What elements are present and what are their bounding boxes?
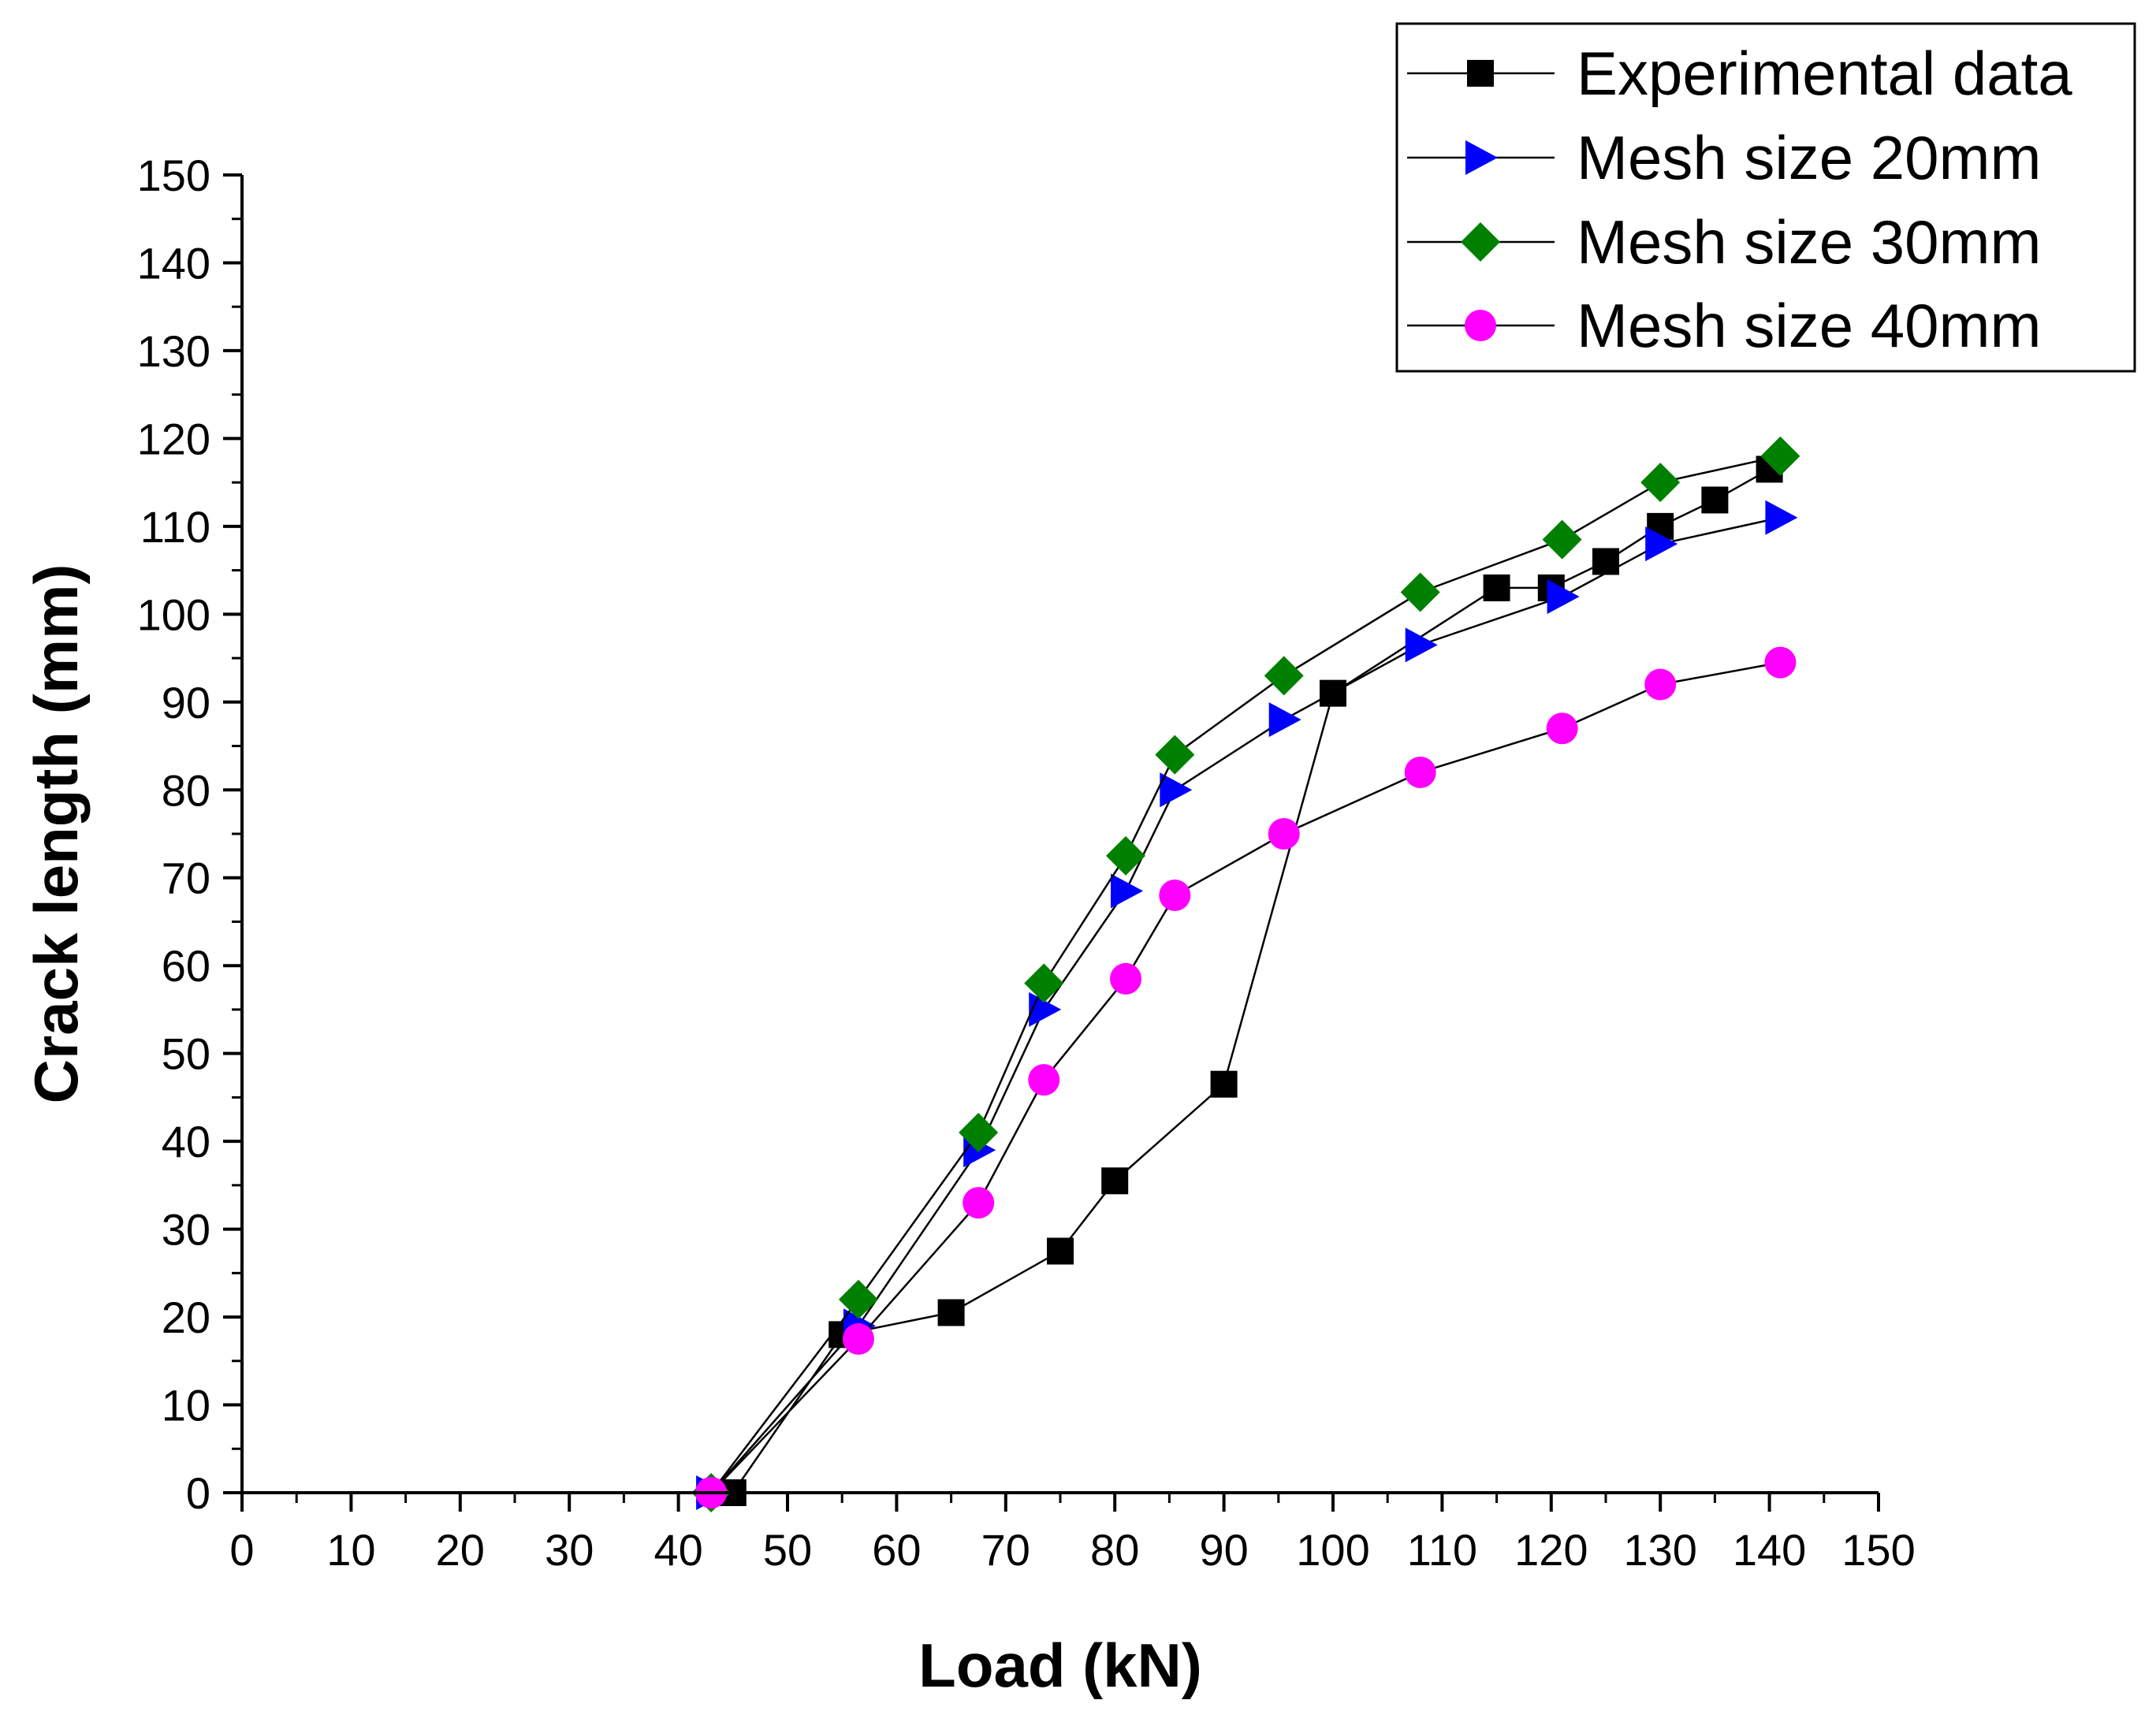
data-point [1155,735,1195,775]
x-tick-label: 30 [545,1525,594,1575]
y-tick-label: 100 [137,590,210,639]
data-point [1765,500,1798,535]
series-experimental-data [719,456,1783,1506]
data-point [1400,572,1440,612]
x-tick-label: 20 [436,1525,485,1575]
data-point [1760,436,1800,476]
y-tick-label: 40 [162,1117,210,1166]
data-point [1764,646,1797,679]
y-tick-label: 10 [162,1381,210,1430]
x-tick-label: 0 [229,1525,254,1575]
series-mesh-size-40mm [695,646,1797,1508]
legend-label: Experimental data [1577,39,2072,108]
legend-label: Mesh size 30mm [1577,207,2042,277]
y-tick-label: 80 [162,765,210,815]
legend-marker [1461,222,1500,262]
data-point [1405,627,1438,663]
x-tick-label: 80 [1090,1525,1139,1575]
data-point [1024,963,1064,1003]
data-point [1640,463,1681,503]
legend: Experimental data Mesh size 20mm Mesh size… [1395,22,2136,373]
data-point [959,1112,999,1152]
legend-box [1395,22,2136,373]
legend-marker [1467,60,1494,87]
data-point [1101,1167,1129,1195]
data-point [1110,962,1142,995]
data-point [1268,702,1301,738]
x-tick-label: 70 [981,1525,1030,1575]
y-tick-label: 50 [162,1029,210,1079]
x-tick-label: 120 [1514,1525,1588,1575]
x-tick-label: 40 [654,1525,702,1575]
data-point [1483,574,1510,601]
data-point [1644,668,1677,701]
legend-entry: Mesh size 40mm [1407,291,2042,360]
data-point [1701,486,1729,514]
data-point [1111,873,1144,909]
x-tick-label: 60 [872,1525,921,1575]
y-axis-title: Crack length (mm) [21,564,91,1104]
data-point [1547,579,1580,615]
y-tick-label: 60 [162,941,210,991]
data-point [1268,818,1300,850]
data-point [1645,526,1678,562]
data-point [1047,1237,1074,1265]
x-tick-label: 10 [326,1525,375,1575]
x-ticks: 0 10 20 30 40 50 60 70 80 90 100 110 120 130 140 150 [229,1493,1916,1575]
legend-entry: Mesh size 20mm [1407,123,2042,192]
y-tick-label: 70 [162,854,210,903]
data-point [1210,1070,1238,1098]
data-point [1106,835,1146,876]
legend-entry: Experimental data [1407,39,2072,108]
y-tick-label: 110 [140,502,210,552]
legend-label: Mesh size 40mm [1577,291,2042,360]
data-point [1404,756,1436,788]
legend-label: Mesh size 20mm [1577,123,2042,192]
y-tick-label: 30 [162,1205,210,1255]
y-tick-label: 140 [137,238,210,288]
y-tick-label: 0 [186,1468,210,1518]
x-tick-label: 150 [1841,1525,1915,1575]
y-tick-label: 20 [162,1293,210,1342]
legend-entry: Mesh size 30mm [1407,207,2042,277]
data-point [1264,656,1304,696]
data-point [1028,1064,1060,1096]
x-axis-title: Load (kN) [918,1631,1202,1700]
data-point [1542,519,1582,560]
legend-entries: Experimental data Mesh size 20mm Mesh size… [1407,39,2072,360]
y-tick-label: 120 [137,414,210,463]
data-point [1160,772,1193,808]
x-tick-label: 50 [763,1525,812,1575]
plot-series [691,436,1800,1512]
axes: 0 10 20 30 40 50 60 70 80 90 100 110 120 130 140 150 0 1… [137,151,1916,1575]
x-tick-label: 110 [1407,1525,1477,1575]
data-point [842,1322,874,1355]
x-tick-label: 140 [1733,1525,1806,1575]
x-tick-label: 130 [1623,1525,1696,1575]
data-point [937,1299,965,1326]
x-tick-label: 90 [1199,1525,1248,1575]
data-point [1546,712,1578,745]
legend-marker [1465,140,1498,175]
y-tick-label: 130 [137,326,210,376]
y-tick-label: 150 [137,151,210,200]
data-point [1159,880,1191,912]
data-point [1592,548,1619,575]
x-tick-label: 100 [1296,1525,1369,1575]
y-tick-label: 90 [162,678,210,727]
data-point [963,1187,995,1219]
legend-marker [1465,310,1496,341]
y-ticks: 0 10 20 30 40 50 60 70 80 90 100 110 120 130 140 150 [137,151,242,1518]
data-point [838,1279,878,1319]
